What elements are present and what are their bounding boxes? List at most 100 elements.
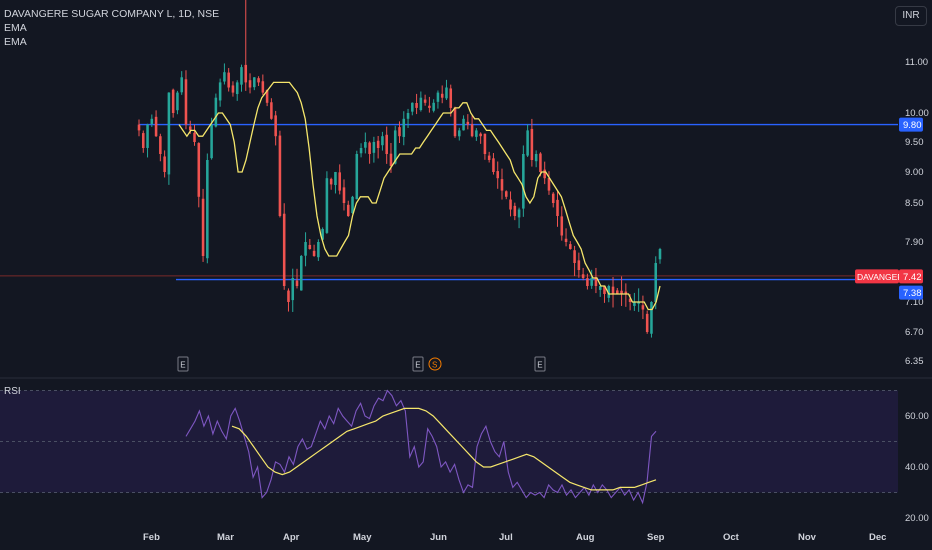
time-axis-label: Feb: [143, 532, 160, 543]
candle-body: [539, 153, 542, 172]
candle-body: [278, 135, 282, 216]
candle-body: [658, 249, 662, 260]
time-axis-label: May: [353, 532, 372, 543]
candle-body: [304, 242, 307, 256]
candle-body: [590, 278, 593, 286]
candle-body: [150, 118, 154, 124]
candle-body: [235, 82, 239, 95]
candle-body: [620, 290, 623, 294]
candle-body: [500, 179, 504, 191]
candle-body: [406, 113, 410, 119]
candle-body: [577, 260, 581, 270]
candle-body: [176, 92, 179, 111]
candle-body: [223, 72, 226, 82]
price-tick-label: 7.90: [905, 237, 924, 248]
candle-body: [466, 121, 470, 125]
candle-body: [227, 72, 230, 88]
candle-body: [411, 102, 414, 112]
price-tick-label: 7.10: [905, 297, 924, 308]
candle-body: [479, 133, 482, 137]
candle-body: [270, 102, 273, 119]
candle-body: [325, 178, 329, 233]
candle-body: [509, 199, 512, 210]
candle-body: [573, 250, 576, 263]
chart-legend: DAVANGERE SUGAR COMPANY L, 1D, NSE EMA E…: [4, 7, 219, 49]
candle-body: [453, 107, 457, 137]
support-price-tag-text: 7.38: [903, 288, 922, 299]
candle-body: [218, 82, 222, 101]
candle-body: [436, 92, 440, 102]
candle-body: [530, 128, 534, 160]
candle-body: [616, 290, 619, 294]
legend-ema-2[interactable]: EMA: [4, 36, 27, 48]
time-axis-label: Jun: [430, 532, 447, 543]
candle-body: [368, 142, 371, 154]
candle-body: [586, 278, 589, 286]
legend-ema-1[interactable]: EMA: [4, 22, 27, 34]
candle-body: [244, 64, 248, 83]
last-price-tag: [899, 269, 923, 284]
candle-body: [526, 130, 529, 156]
candle-body: [376, 140, 380, 148]
candle-body: [329, 178, 333, 185]
time-axis-label: Jul: [499, 532, 513, 543]
candle-body: [342, 187, 346, 203]
candle-body: [522, 154, 525, 209]
candle-body: [415, 103, 418, 108]
candle-body: [312, 250, 316, 256]
earnings-event-marker: [412, 356, 424, 372]
candle-body: [334, 172, 337, 186]
candle-body: [428, 105, 431, 108]
time-axis-label: Mar: [217, 532, 234, 543]
candle-body: [628, 298, 632, 302]
candle-body: [513, 205, 517, 216]
rsi-band-background: [0, 390, 898, 493]
candle-body: [184, 79, 188, 125]
candle-body: [287, 290, 290, 302]
candle-body: [534, 154, 538, 162]
candle-body: [317, 242, 320, 258]
price-tick-label: 9.00: [905, 167, 924, 178]
candle-body: [159, 136, 162, 154]
time-axis-label: Apr: [283, 532, 300, 543]
candle-body: [146, 124, 149, 148]
time-axis-label: Sep: [647, 532, 665, 543]
symbol-tag: [855, 269, 899, 284]
candle-body: [274, 115, 277, 137]
candle-body: [385, 134, 388, 154]
currency-button[interactable]: INR: [895, 6, 927, 26]
candle-body: [556, 199, 559, 216]
symbol-tag-text: DAVANGERE: [857, 272, 909, 282]
price-tick-label: 11.00: [905, 57, 928, 68]
candle-body: [201, 198, 205, 256]
legend-title: DAVANGERE SUGAR COMPANY L, 1D, NSE: [4, 8, 220, 20]
candle-body: [598, 286, 602, 290]
event-marker-label: E: [180, 361, 185, 370]
candle-body: [449, 88, 453, 108]
candle-body: [487, 155, 491, 160]
candle-body: [137, 124, 141, 131]
time-axis-label: Oct: [723, 532, 740, 543]
candle-body: [180, 77, 183, 93]
candle-body: [517, 209, 521, 218]
level-price-tag-text: 9.80: [903, 120, 922, 131]
earnings-event-marker: [534, 356, 546, 372]
candle-body: [299, 256, 303, 291]
price-tick-label: 8.50: [905, 198, 924, 209]
candle-body: [504, 191, 508, 197]
candle-body: [359, 148, 363, 154]
candle-body: [265, 89, 269, 103]
last-price-tag-text: 7.42: [903, 272, 922, 283]
candle-body: [171, 89, 175, 113]
rsi-tick-label: 20.00: [905, 513, 929, 524]
candle-body: [551, 193, 555, 203]
candle-body: [389, 153, 393, 166]
time-axis-label: Dec: [869, 532, 886, 543]
candle-body: [253, 77, 256, 88]
candle-body: [154, 116, 158, 137]
candle-body: [214, 97, 218, 127]
candle-body: [393, 130, 397, 164]
candle-body: [440, 93, 444, 98]
event-marker-label: S: [432, 361, 437, 370]
candle-body: [603, 286, 606, 294]
